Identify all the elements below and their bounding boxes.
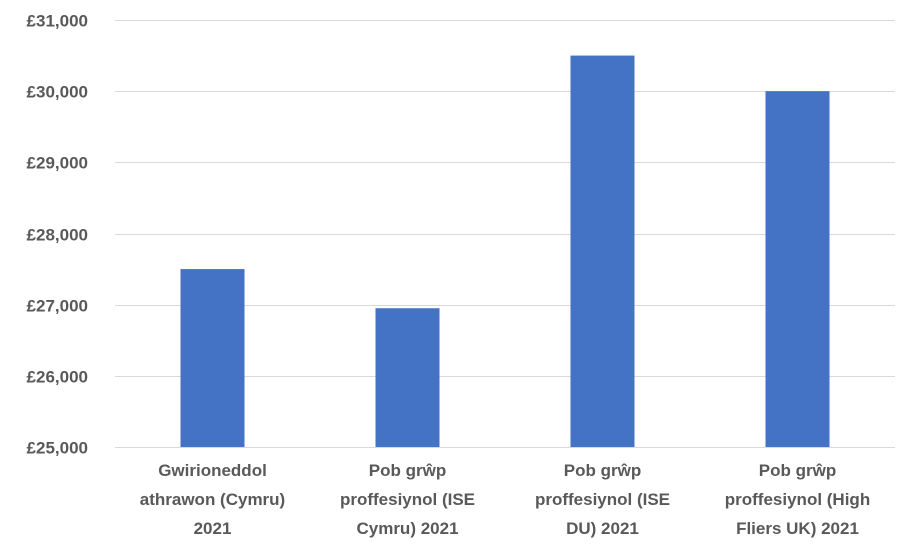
gridlines bbox=[115, 20, 895, 448]
x-category-label: Pob grŵp proffesiynol (ISE Cymru) 2021 bbox=[340, 461, 475, 538]
x-category-label-line: proffesiynol (ISE bbox=[535, 490, 670, 509]
y-tick-label: £27,000 bbox=[27, 297, 88, 316]
x-category-label-line: Pob grŵp bbox=[369, 461, 446, 480]
y-tick-label: £25,000 bbox=[27, 439, 88, 458]
bars bbox=[180, 55, 830, 448]
x-category-label-line: Pob grŵp bbox=[759, 461, 836, 480]
x-category-label-line: Gwirioneddol bbox=[158, 461, 267, 480]
x-category-label-line: Pob grŵp bbox=[564, 461, 641, 480]
x-category-label-line: proffesiynol (ISE bbox=[340, 490, 475, 509]
x-category-label-line: 2021 bbox=[194, 519, 232, 538]
y-axis-tick-labels: £25,000 £26,000 £27,000 £28,000 £29,000 £30,0… bbox=[27, 12, 88, 458]
x-category-label-line: athrawon (Cymru) bbox=[140, 490, 285, 509]
y-tick-label: £30,000 bbox=[27, 83, 88, 102]
y-tick-label: £26,000 bbox=[27, 368, 88, 387]
x-category-label-line: Fliers UK) 2021 bbox=[736, 519, 859, 538]
y-tick-label: £29,000 bbox=[27, 154, 88, 173]
bar bbox=[180, 269, 245, 447]
x-category-label: Pob grŵp proffesiynol (ISE DU) 2021 bbox=[535, 461, 670, 538]
x-category-label-line: DU) 2021 bbox=[566, 519, 639, 538]
y-tick-label: £28,000 bbox=[27, 226, 88, 245]
bar bbox=[765, 91, 830, 448]
y-tick-label: £31,000 bbox=[27, 12, 88, 31]
bar bbox=[570, 55, 635, 447]
bar bbox=[375, 308, 440, 447]
x-category-label: Gwirioneddol athrawon (Cymru) 2021 bbox=[140, 461, 285, 538]
x-category-label: Pob grŵp proffesiynol (High Fliers UK) 202… bbox=[725, 461, 870, 538]
x-category-label-line: Cymru) 2021 bbox=[356, 519, 458, 538]
x-axis-category-labels: Gwirioneddol athrawon (Cymru) 2021 Pob grŵp… bbox=[140, 461, 870, 538]
x-category-label-line: proffesiynol (High bbox=[725, 490, 870, 509]
